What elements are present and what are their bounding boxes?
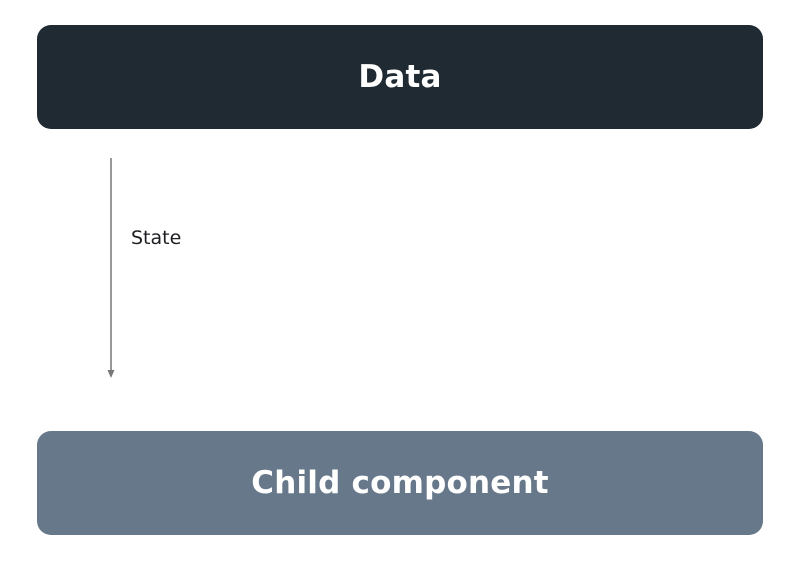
child-component-label: Child component (251, 465, 549, 501)
data-node-label: Data (358, 59, 442, 95)
data-node: Data (37, 25, 763, 129)
state-label: State (131, 227, 182, 249)
state-arrow (107, 158, 115, 378)
state-arrow-head (107, 370, 115, 378)
child-component-node: Child component (37, 431, 763, 535)
